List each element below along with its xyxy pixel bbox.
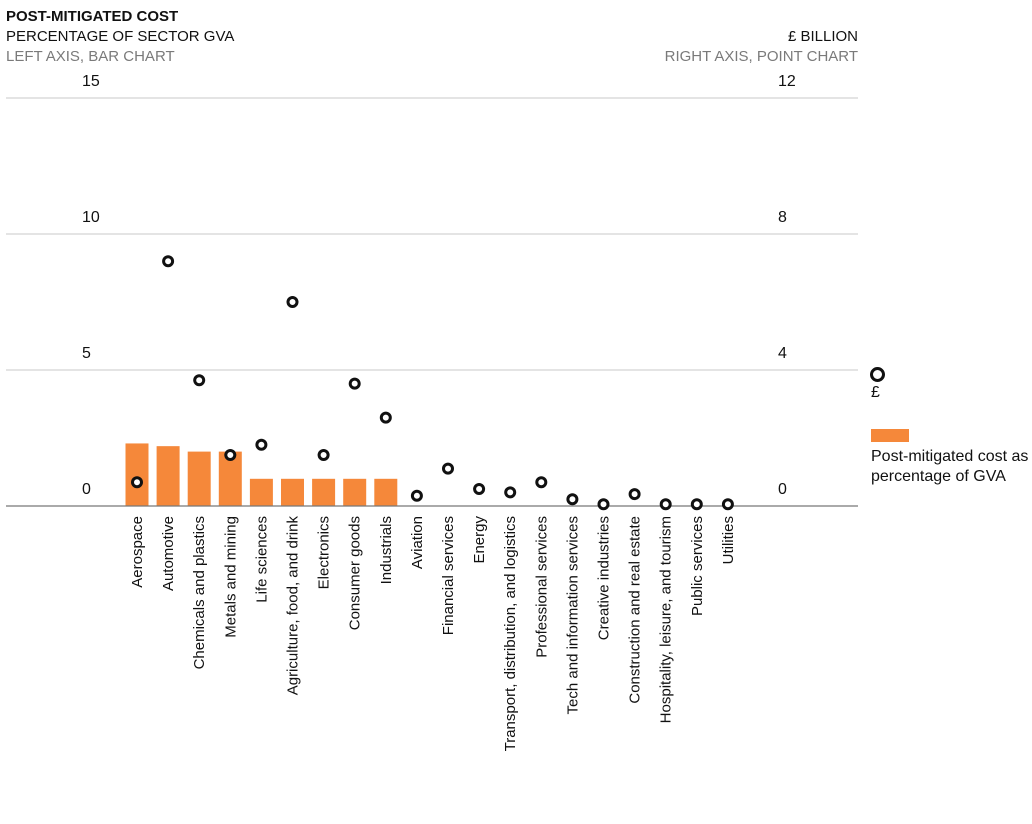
bar — [281, 478, 304, 506]
category-label: Energy — [471, 516, 488, 564]
data-point — [410, 489, 423, 502]
data-point — [317, 449, 330, 461]
category-label: Industrials — [378, 516, 395, 584]
category-label: Tech and information services — [564, 516, 581, 714]
right-axis-subtitle: £ BILLION — [787, 28, 858, 45]
right-axis-tick-label: 12 — [778, 73, 796, 90]
left-axis-tick-label: 10 — [82, 209, 100, 226]
left-axis-tick-label: 5 — [82, 345, 91, 362]
bar — [125, 443, 149, 506]
right-axis-tick-label: 8 — [778, 209, 787, 226]
chart-plot: 0 0 5 4 10 8 15 12 Aerospace Automotive Chemicals … — [6, 73, 858, 751]
category-label: Aviation — [409, 516, 426, 569]
data-point — [504, 486, 517, 499]
category-label: Public services — [689, 516, 706, 616]
category-label: Consumer goods — [347, 516, 364, 630]
data-point — [286, 296, 299, 308]
bar — [374, 478, 398, 506]
data-point — [473, 483, 486, 495]
category-label: Agriculture, food, and drink — [285, 516, 302, 696]
category-label: Financial services — [440, 516, 457, 635]
right-axis-tick-label: 4 — [778, 345, 787, 362]
data-point — [193, 374, 206, 387]
left-axis-tick-label: 0 — [82, 481, 91, 498]
data-point — [255, 438, 268, 451]
bar — [218, 451, 242, 506]
category-label: Transport, distribution, and logistics — [502, 516, 519, 751]
left-axis-subtitle: PERCENTAGE OF SECTOR GVA — [6, 28, 235, 45]
bar — [156, 446, 180, 506]
legend-bar-label: Post-mitigated cost as percentage of GVA — [871, 448, 1029, 485]
right-axis-tick-label: 0 — [778, 481, 787, 498]
data-point — [348, 377, 361, 390]
data-point — [721, 498, 734, 511]
bar — [187, 451, 211, 506]
data-point — [597, 498, 610, 511]
category-label: Chemicals and plastics — [191, 516, 208, 669]
category-label: Life sciences — [253, 516, 270, 603]
left-axis-tick-label: 15 — [82, 73, 100, 90]
data-point — [131, 476, 143, 489]
legend-point-label: £ — [871, 384, 880, 401]
data-point — [379, 411, 392, 424]
data-point — [535, 476, 548, 489]
data-point — [566, 493, 579, 506]
data-point — [628, 488, 641, 501]
category-label: Metals and mining — [222, 516, 239, 638]
category-label: Electronics — [316, 516, 333, 589]
data-point — [442, 462, 454, 475]
bar — [343, 478, 367, 506]
category-label: Creative industries — [596, 516, 613, 640]
data-point — [224, 449, 237, 461]
legend-point-marker — [870, 367, 885, 382]
chart-title: POST-MITIGATED COST — [6, 8, 179, 25]
bar — [249, 478, 273, 506]
data-point — [690, 498, 703, 511]
category-label: Aerospace — [129, 516, 146, 588]
category-label: Professional services — [533, 516, 550, 658]
right-axis-note: RIGHT AXIS, POINT CHART — [664, 48, 858, 65]
category-label: Construction and real estate — [627, 516, 644, 704]
legend-bar-swatch — [871, 429, 909, 442]
category-label: Hospitality, leisure, and tourism — [658, 516, 675, 723]
category-label: Utilities — [720, 516, 737, 564]
left-axis-note: LEFT AXIS, BAR CHART — [6, 48, 175, 65]
category-label: Automotive — [160, 516, 177, 591]
data-point — [162, 255, 175, 268]
bar — [312, 478, 336, 506]
data-point — [659, 498, 672, 511]
